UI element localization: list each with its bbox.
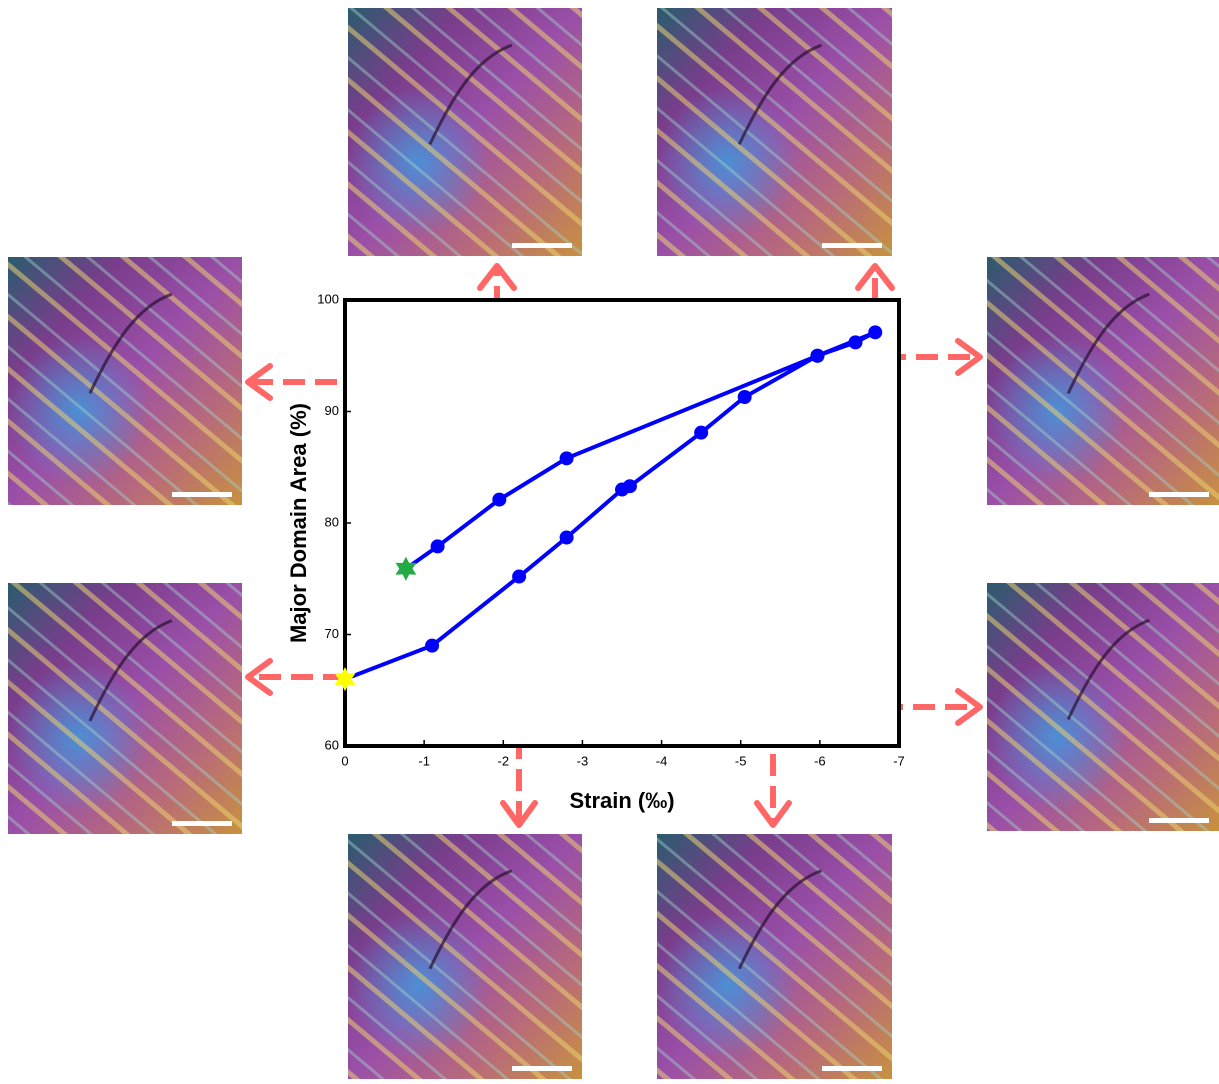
figure: 0 -1 -2 -3 -4 -5 -6 -7 60 70 80 90 100 Strain (‰) Majo… xyxy=(0,0,1219,1079)
point xyxy=(738,390,752,404)
point xyxy=(810,349,824,363)
point xyxy=(868,325,882,339)
scale-bar xyxy=(1149,818,1209,823)
y-axis-label: Major Domain Area (%) xyxy=(286,403,311,643)
micrograph xyxy=(987,257,1219,505)
x-axis-label: Strain (‰) xyxy=(569,788,674,813)
y-tick-label: 70 xyxy=(325,626,339,641)
image-stripes xyxy=(987,257,1219,505)
image-stripes xyxy=(8,583,242,834)
scale-bar xyxy=(822,243,882,248)
micrograph xyxy=(348,834,582,1079)
point xyxy=(848,335,862,349)
scale-bar xyxy=(822,1066,882,1071)
image-stripes xyxy=(348,8,582,256)
point xyxy=(694,426,708,440)
y-tick-label: 100 xyxy=(317,291,339,306)
micrograph xyxy=(8,257,242,505)
micrograph xyxy=(657,8,892,256)
y-tick-label: 60 xyxy=(325,737,339,752)
point xyxy=(560,451,574,465)
micrograph xyxy=(987,583,1219,831)
image-stripes xyxy=(8,257,242,505)
point xyxy=(431,539,445,553)
plot: 0 -1 -2 -3 -4 -5 -6 -7 60 70 80 90 100 Strain (‰) Majo… xyxy=(286,291,905,812)
image-stripes xyxy=(987,583,1219,831)
plot-area xyxy=(345,300,899,746)
scale-bar xyxy=(172,821,232,826)
point xyxy=(560,530,574,544)
micrograph xyxy=(348,8,582,256)
x-tick-label: -5 xyxy=(735,753,747,768)
y-tick-label: 80 xyxy=(325,514,339,529)
x-tick-label: -7 xyxy=(893,753,905,768)
scale-bar xyxy=(512,243,572,248)
image-stripes xyxy=(657,834,892,1079)
point xyxy=(512,570,526,584)
micrograph xyxy=(657,834,892,1079)
x-tick-label: 0 xyxy=(341,753,348,768)
x-tick-label: -2 xyxy=(498,753,510,768)
point xyxy=(492,493,506,507)
x-tick-label: -1 xyxy=(418,753,430,768)
x-tick-label: -4 xyxy=(656,753,668,768)
x-tick-label: -6 xyxy=(814,753,826,768)
y-tick-label: 90 xyxy=(325,403,339,418)
point xyxy=(425,639,439,653)
scale-bar xyxy=(1149,492,1209,497)
image-stripes xyxy=(348,834,582,1079)
x-tick-label: -3 xyxy=(577,753,589,768)
micrograph xyxy=(8,583,242,834)
scale-bar xyxy=(512,1066,572,1071)
point xyxy=(623,479,637,493)
image-stripes xyxy=(657,8,892,256)
scale-bar xyxy=(172,492,232,497)
